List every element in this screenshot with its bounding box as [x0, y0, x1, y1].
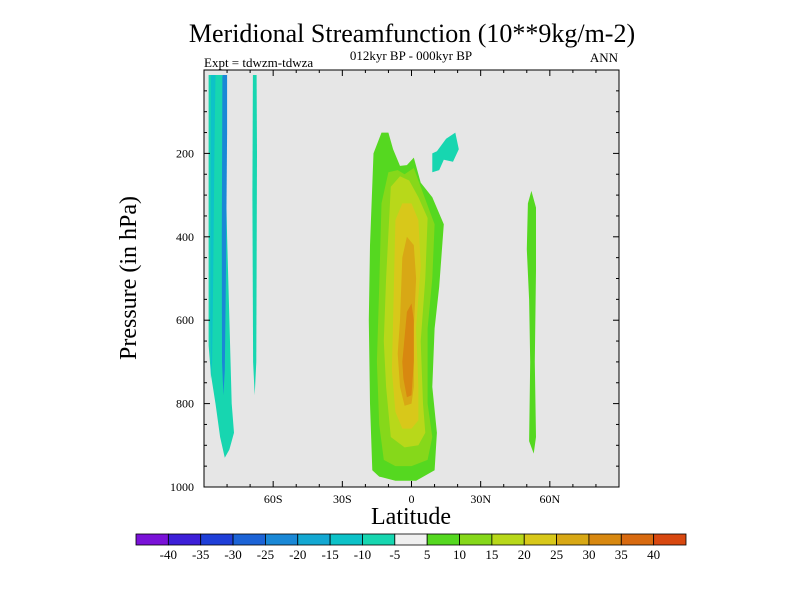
colorbar-swatch	[523, 533, 557, 546]
colorbar-label: -10	[354, 547, 371, 562]
axis-labels: Latitude Pressure (in hPa)	[116, 196, 451, 530]
colorbar-label: -35	[192, 547, 209, 562]
colorbar-label: 35	[615, 547, 628, 562]
y-tick-label: 1000	[170, 480, 194, 494]
colorbar-swatch	[491, 533, 525, 546]
colorbar-label: -5	[389, 547, 400, 562]
y-tick-label: 400	[176, 230, 194, 244]
chart-title: Meridional Streamfunction (10**9kg/m-2)	[189, 19, 635, 48]
contour-region-sh-band-inner	[210, 75, 216, 379]
colorbar-swatch	[426, 533, 460, 546]
colorbar-label: -40	[160, 547, 177, 562]
title-group: Meridional Streamfunction (10**9kg/m-2) …	[189, 19, 635, 70]
colorbar-swatch	[459, 533, 493, 546]
colorbar-label: -20	[289, 547, 306, 562]
x-tick-label: 60S	[264, 492, 283, 506]
y-tick-label: 800	[176, 397, 194, 411]
colorbar-label: -25	[257, 547, 274, 562]
colorbar-swatch	[135, 533, 169, 546]
colorbar-swatch	[265, 533, 299, 546]
colorbar-label: 10	[453, 547, 466, 562]
colorbar-swatch	[394, 533, 428, 546]
colorbar-swatch	[167, 533, 202, 546]
colorbar-swatch	[329, 533, 363, 546]
contour-region-sh-band-core	[221, 75, 228, 396]
colorbar-label: -15	[321, 547, 338, 562]
colorbar-swatch	[200, 533, 234, 546]
colorbar-label: 40	[647, 547, 660, 562]
x-tick-label: 30S	[333, 492, 352, 506]
y-tick-label: 600	[176, 313, 194, 327]
colorbar-swatch	[653, 533, 687, 546]
colorbar-swatches	[135, 533, 687, 546]
x-tick-label: 60N	[539, 492, 560, 506]
tick-layer: 60S 30S 0 30N 60N 200 400 600 800 1000	[170, 70, 619, 506]
colorbar-swatch	[362, 533, 396, 546]
colorbar-label: 5	[424, 547, 431, 562]
y-axis-label: Pressure (in hPa)	[116, 196, 142, 360]
contour-layer	[208, 75, 536, 481]
colorbar-swatch	[556, 533, 590, 546]
colorbar-label: 15	[485, 547, 498, 562]
colorbar: -40 -35 -30 -25 -20 -15 -10 -5 5 10 15 20 25 30 35 40	[135, 533, 687, 562]
x-axis-label: Latitude	[371, 504, 451, 530]
x-tick-label: 30N	[470, 492, 491, 506]
contour-region-sh-band-outer	[208, 75, 234, 458]
colorbar-swatch	[588, 533, 622, 546]
season-label: ANN	[590, 50, 619, 65]
x-tick-label: 0	[409, 492, 415, 506]
y-tick-label: 200	[176, 146, 194, 160]
chart-subtitle: 012kyr BP - 000kyr BP	[350, 48, 472, 63]
colorbar-labels: -40 -35 -30 -25 -20 -15 -10 -5 5 10 15 20 25 30 35 40	[160, 547, 660, 562]
contour-region-sh-thin-column	[252, 75, 257, 396]
plot-area: 60S 30S 0 30N 60N 200 400 600 800 1000	[170, 69, 620, 506]
colorbar-swatch	[620, 533, 655, 546]
colorbar-swatch	[297, 533, 331, 546]
colorbar-label: 25	[550, 547, 563, 562]
colorbar-label: 30	[582, 547, 595, 562]
contour-region-cell-level-30	[402, 303, 414, 398]
colorbar-swatch	[232, 533, 266, 546]
contour-region-nh-band	[526, 190, 536, 454]
colorbar-label: -30	[224, 547, 241, 562]
experiment-label: Expt = tdwzm-tdwza	[204, 55, 313, 70]
contour-region-upper-trop-patch	[432, 132, 459, 173]
colorbar-label: 20	[518, 547, 531, 562]
